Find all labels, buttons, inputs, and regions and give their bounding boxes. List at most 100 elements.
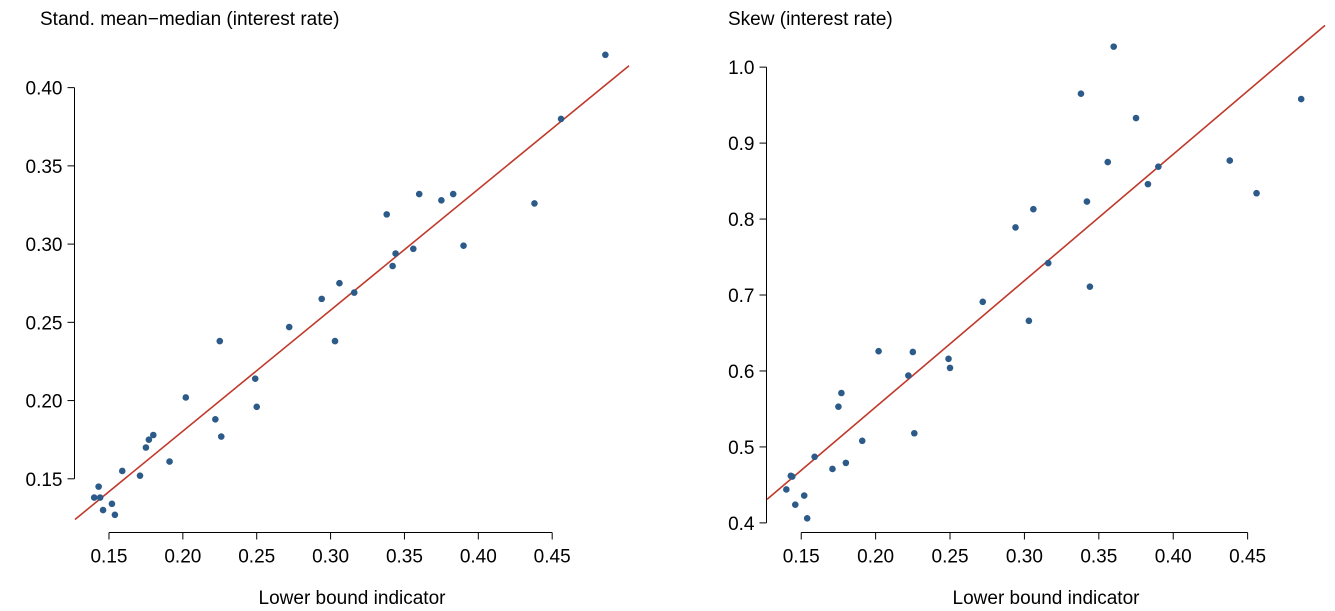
- data-point: [811, 453, 818, 461]
- data-point: [111, 511, 119, 519]
- y-tick-label: 0.20: [26, 392, 63, 413]
- data-point: [1030, 205, 1037, 213]
- data-point: [531, 200, 538, 207]
- x-tick-label: 0.15: [783, 547, 820, 568]
- data-point: [415, 190, 423, 198]
- data-point: [835, 403, 842, 410]
- y-tick-label: 0.15: [26, 470, 63, 491]
- x-tick-label: 0.40: [1155, 547, 1192, 568]
- data-point: [389, 262, 396, 270]
- data-point: [1012, 224, 1019, 231]
- data-point: [1253, 189, 1260, 197]
- y-tick-label: 0.5: [728, 438, 754, 459]
- right-panel-skew: Skew (interest rate) 0.4 0.5 0.6 0.7 0.8 0.9 1.…: [728, 9, 1326, 609]
- data-point: [118, 467, 126, 475]
- data-point: [142, 444, 150, 451]
- data-point: [875, 347, 882, 355]
- data-point: [1110, 43, 1118, 50]
- data-point: [783, 486, 790, 493]
- data-point: [460, 242, 467, 249]
- data-point: [212, 416, 219, 423]
- y-tick-label: 0.6: [728, 362, 754, 383]
- x-tick-label: 0.35: [1080, 547, 1117, 568]
- data-point: [182, 394, 190, 401]
- data-point: [905, 372, 912, 379]
- data-point: [1025, 317, 1033, 325]
- data-point: [557, 115, 565, 123]
- y-tick-label: 0.40: [26, 79, 63, 100]
- data-point: [800, 492, 808, 499]
- data-point: [602, 51, 609, 59]
- data-point: [96, 494, 104, 501]
- data-point: [1144, 180, 1152, 188]
- x-tick-label: 0.25: [932, 547, 969, 568]
- data-point: [1132, 114, 1140, 122]
- x-tick-label: 0.25: [238, 547, 275, 568]
- data-point: [842, 459, 850, 467]
- data-point: [1155, 163, 1162, 170]
- data-point: [410, 245, 417, 253]
- data-point: [803, 515, 811, 522]
- x-axis-title: Lower bound indicator: [259, 588, 447, 609]
- data-point: [911, 429, 918, 437]
- x-axis-title: Lower bound indicator: [953, 588, 1141, 609]
- y-tick-label: 1.0: [728, 58, 754, 79]
- x-tick-label: 0.30: [312, 547, 349, 568]
- data-point: [858, 437, 866, 445]
- data-point: [1077, 90, 1085, 98]
- data-point: [1104, 158, 1112, 166]
- data-point: [136, 472, 144, 479]
- left-panel-mean-median: Stand. mean−median (interest rate) 0.15 0.…: [26, 9, 630, 609]
- x-tick-label: 0.15: [90, 547, 127, 568]
- data-point: [318, 295, 326, 303]
- data-point: [1297, 95, 1305, 103]
- y-tick-label: 0.8: [728, 210, 754, 231]
- data-point: [253, 403, 261, 411]
- data-point: [145, 436, 153, 443]
- y-tick-label: 0.9: [728, 134, 754, 155]
- data-point: [449, 190, 457, 198]
- chart-title: Skew (interest rate): [728, 9, 893, 30]
- data-point: [1226, 157, 1234, 164]
- data-point: [383, 211, 391, 218]
- data-point: [108, 500, 116, 508]
- y-tick-label: 0.25: [26, 313, 63, 334]
- data-point: [336, 279, 343, 287]
- x-tick-label: 0.40: [460, 547, 497, 568]
- data-point: [392, 250, 399, 257]
- data-point: [216, 337, 224, 345]
- data-point: [251, 375, 259, 382]
- data-point: [909, 348, 917, 356]
- data-point: [331, 337, 339, 345]
- data-point: [90, 494, 98, 501]
- y-tick-label: 0.4: [728, 514, 755, 535]
- data-point: [166, 458, 173, 465]
- data-point: [350, 289, 358, 296]
- x-tick-label: 0.30: [1006, 547, 1043, 568]
- x-tick-label: 0.45: [1229, 547, 1266, 568]
- data-point: [838, 389, 845, 397]
- data-point: [945, 355, 952, 363]
- data-point: [99, 506, 107, 514]
- x-tick-label: 0.35: [386, 547, 423, 568]
- chart-title: Stand. mean−median (interest rate): [40, 9, 339, 30]
- x-tick-label: 0.45: [534, 547, 571, 568]
- data-point: [791, 501, 799, 508]
- y-tick-label: 0.30: [26, 235, 63, 256]
- data-point: [946, 364, 954, 372]
- data-point: [95, 483, 102, 490]
- data-point: [285, 323, 293, 331]
- data-point: [1083, 198, 1091, 205]
- y-tick-label: 0.35: [26, 157, 63, 178]
- data-point: [149, 431, 157, 439]
- data-point: [1086, 283, 1094, 290]
- y-tick-label: 0.7: [728, 286, 754, 307]
- data-point: [438, 196, 445, 204]
- x-tick-label: 0.20: [857, 547, 894, 568]
- data-point: [788, 473, 796, 480]
- data-point: [829, 465, 836, 473]
- data-point: [217, 433, 225, 440]
- data-point: [979, 298, 987, 306]
- data-point: [1044, 259, 1052, 267]
